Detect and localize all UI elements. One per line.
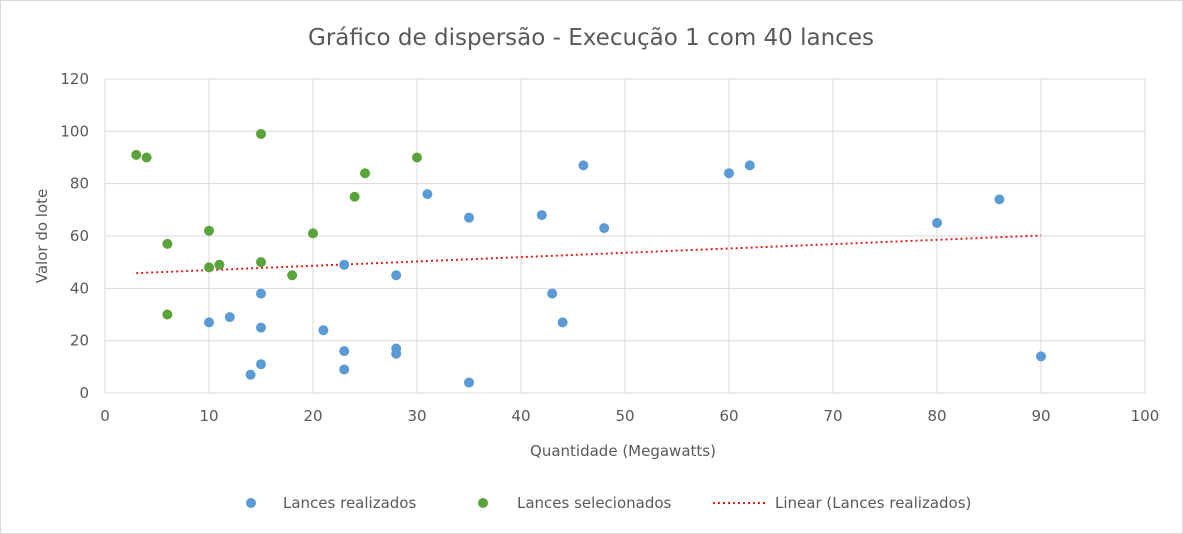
chart-title: Gráfico de dispersão - Execução 1 com 40… (308, 25, 874, 51)
point-lances-realizados (422, 189, 433, 200)
point-lances-realizados (599, 223, 610, 234)
y-tick-label: 0 (79, 384, 89, 402)
point-lances-realizados (464, 212, 474, 223)
point-lances-selecionados (131, 149, 142, 160)
x-tick-label: 70 (823, 407, 842, 425)
x-tick-label: 80 (927, 407, 946, 425)
x-tick-label: 50 (615, 407, 634, 425)
point-lances-realizados (245, 369, 256, 380)
x-tick-label: 10 (199, 407, 218, 425)
x-tick-label: 90 (1031, 407, 1050, 425)
point-lances-selecionados (360, 168, 370, 179)
y-tick-label: 40 (70, 279, 89, 297)
point-lances-selecionados (162, 238, 173, 249)
point-lances-realizados (1036, 351, 1046, 362)
trendline-layer (136, 234, 1042, 275)
point-lances-selecionados (256, 128, 266, 139)
x-axis-title: Quantidade (Megawatts) (530, 442, 716, 460)
x-tick-label: 30 (407, 407, 426, 425)
point-lances-realizados (224, 312, 235, 323)
point-lances-realizados (339, 259, 350, 270)
point-lances-realizados (744, 160, 755, 171)
point-lances-realizados (464, 377, 474, 388)
y-tick-label: 100 (60, 122, 89, 140)
point-lances-selecionados (214, 259, 225, 270)
y-tick-label: 120 (60, 70, 89, 88)
point-lances-realizados (256, 359, 266, 370)
point-lances-selecionados (308, 228, 318, 239)
legend-label: Linear (Lances realizados) (775, 494, 971, 512)
legend-label: Lances realizados (283, 494, 416, 512)
legend-item: Lances realizados (246, 494, 416, 512)
point-lances-selecionados (256, 257, 266, 268)
point-lances-realizados (932, 217, 942, 228)
point-lances-realizados (256, 288, 266, 299)
y-tick-label: 60 (70, 227, 89, 245)
point-lances-realizados (578, 160, 589, 171)
point-lances-realizados (391, 348, 402, 359)
y-tick-label: 20 (70, 332, 89, 350)
point-lances-realizados (339, 364, 350, 375)
point-lances-selecionados (204, 262, 214, 273)
point-lances-realizados (994, 194, 1005, 205)
x-tick-label: 100 (1131, 407, 1160, 425)
legend-item: Linear (Lances realizados) (713, 494, 971, 512)
point-lances-selecionados (141, 152, 152, 163)
legend-marker-swatch (246, 498, 256, 508)
point-lances-realizados (256, 322, 266, 333)
point-lances-realizados (724, 168, 734, 179)
point-lances-realizados (547, 288, 558, 299)
legend: Lances realizados Lances selecionados Line… (246, 494, 971, 512)
point-lances-selecionados (412, 152, 422, 163)
x-tick-label: 20 (303, 407, 322, 425)
x-tick-label: 0 (100, 407, 110, 425)
x-tick-label: 60 (719, 407, 738, 425)
point-lances-realizados (536, 210, 547, 221)
legend-item: Lances selecionados (478, 494, 672, 512)
point-lances-selecionados (287, 270, 298, 281)
legend-label: Lances selecionados (517, 494, 672, 512)
legend-marker-swatch (478, 498, 488, 508)
point-lances-realizados (391, 270, 402, 281)
point-lances-selecionados (349, 191, 360, 202)
trendline (136, 234, 1042, 275)
point-lances-realizados (318, 325, 329, 336)
point-lances-selecionados (162, 309, 173, 320)
point-lances-realizados (204, 317, 214, 328)
point-lances-realizados (339, 346, 350, 357)
grid (104, 78, 1146, 394)
points-layer (131, 128, 1046, 388)
point-lances-selecionados (204, 225, 214, 236)
x-tick-label: 40 (511, 407, 530, 425)
y-axis-title: Valor do lote (33, 189, 51, 284)
y-tick-label: 80 (70, 175, 89, 193)
point-lances-realizados (557, 317, 568, 328)
tick-labels: 0 20 40 60 80 100 120 0 10 20 30 40 50 60 70 80 90 100 (60, 70, 1159, 425)
